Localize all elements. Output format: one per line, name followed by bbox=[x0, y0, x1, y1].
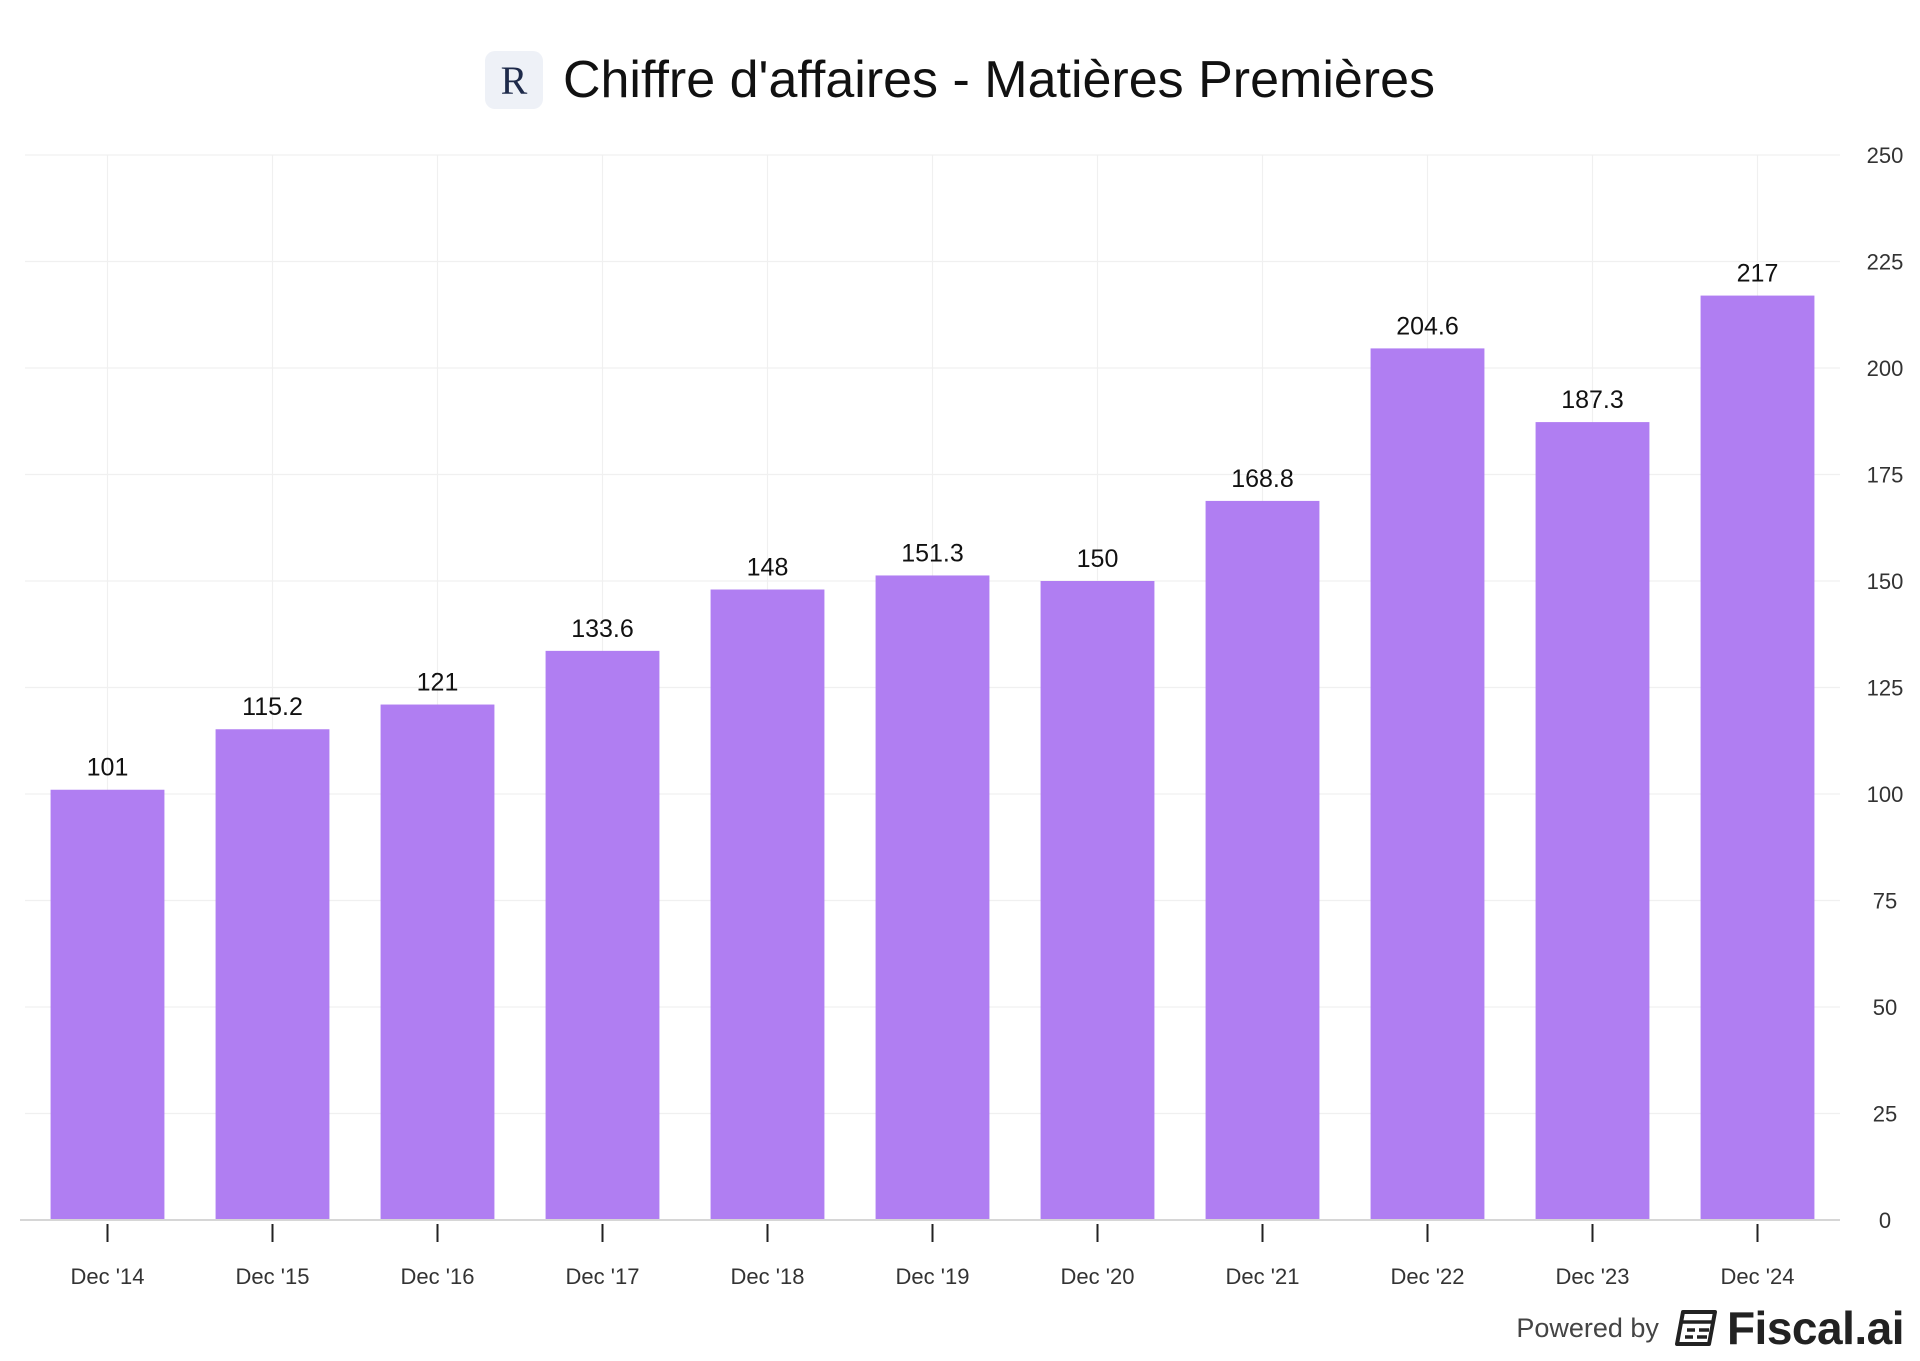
y-tick-label: 250 bbox=[1867, 143, 1904, 168]
y-tick-label: 75 bbox=[1873, 889, 1897, 914]
bar bbox=[1535, 422, 1650, 1220]
bar bbox=[875, 575, 990, 1220]
bar-value-label: 150 bbox=[1077, 545, 1119, 573]
bar bbox=[215, 729, 330, 1220]
x-tick-label: Dec '18 bbox=[731, 1264, 805, 1289]
bar-value-label: 187.3 bbox=[1561, 386, 1624, 414]
fiscal-ai-logo-icon bbox=[1674, 1310, 1717, 1346]
bar bbox=[710, 589, 825, 1220]
bar-value-label: 115.2 bbox=[242, 693, 303, 721]
x-tick-label: Dec '22 bbox=[1391, 1264, 1465, 1289]
bar-value-labels: 101 115.2 121 133.6 148 151.3 150 168.8 204.6 187… bbox=[87, 260, 1779, 782]
x-tick-label: Dec '17 bbox=[566, 1264, 640, 1289]
bar-value-label: 133.6 bbox=[571, 615, 634, 643]
x-tick-label: Dec '15 bbox=[236, 1264, 310, 1289]
bar bbox=[1040, 581, 1155, 1220]
bars bbox=[50, 295, 1815, 1221]
bar-value-label: 151.3 bbox=[901, 539, 964, 567]
chart-header: R Chiffre d'affaires - Matières Première… bbox=[0, 40, 1920, 120]
bar bbox=[1700, 295, 1815, 1221]
bar bbox=[380, 704, 495, 1220]
x-tick-label: Dec '24 bbox=[1721, 1264, 1795, 1289]
bar bbox=[545, 650, 660, 1220]
x-tick-label: Dec '23 bbox=[1556, 1264, 1630, 1289]
y-tick-label: 225 bbox=[1867, 250, 1904, 275]
y-tick-label: 100 bbox=[1867, 782, 1904, 807]
powered-by-label: Powered by bbox=[1516, 1312, 1659, 1343]
company-logo-icon: R bbox=[484, 51, 543, 109]
bar bbox=[50, 789, 165, 1220]
bar-value-label: 217 bbox=[1737, 260, 1779, 288]
y-tick-label: 25 bbox=[1873, 1102, 1897, 1127]
footer-attribution: Powered by Fiscal.ai bbox=[1516, 1296, 1904, 1360]
y-tick-label: 0 bbox=[1879, 1208, 1891, 1233]
y-axis: 0 25 50 75 100 125 150 175 200 225 250 bbox=[1867, 143, 1904, 1233]
y-tick-label: 175 bbox=[1867, 463, 1904, 488]
bar-value-label: 148 bbox=[747, 554, 789, 582]
x-tick-label: Dec '21 bbox=[1226, 1264, 1300, 1289]
x-tick-label: Dec '14 bbox=[71, 1264, 145, 1289]
bar-value-label: 204.6 bbox=[1396, 312, 1459, 340]
y-tick-label: 200 bbox=[1867, 356, 1904, 381]
y-tick-label: 125 bbox=[1867, 676, 1904, 701]
bar-value-label: 121 bbox=[417, 669, 459, 697]
y-tick-label: 50 bbox=[1873, 995, 1897, 1020]
fiscal-ai-brand: Fiscal.ai bbox=[1726, 1302, 1905, 1354]
chart-title: Chiffre d'affaires - Matières Premières bbox=[562, 51, 1436, 109]
x-axis: Dec '14 Dec '15 Dec '16 Dec '17 Dec '18 Dec '… bbox=[20, 1219, 1840, 1289]
x-tick-label: Dec '19 bbox=[896, 1264, 970, 1289]
bar-value-label: 101 bbox=[87, 754, 129, 782]
bar-value-label: 168.8 bbox=[1231, 465, 1294, 493]
bar bbox=[1205, 500, 1320, 1220]
bar bbox=[1370, 348, 1485, 1220]
y-tick-label: 150 bbox=[1867, 569, 1904, 594]
x-tick-label: Dec '20 bbox=[1061, 1264, 1135, 1289]
x-tick-label: Dec '16 bbox=[401, 1264, 475, 1289]
